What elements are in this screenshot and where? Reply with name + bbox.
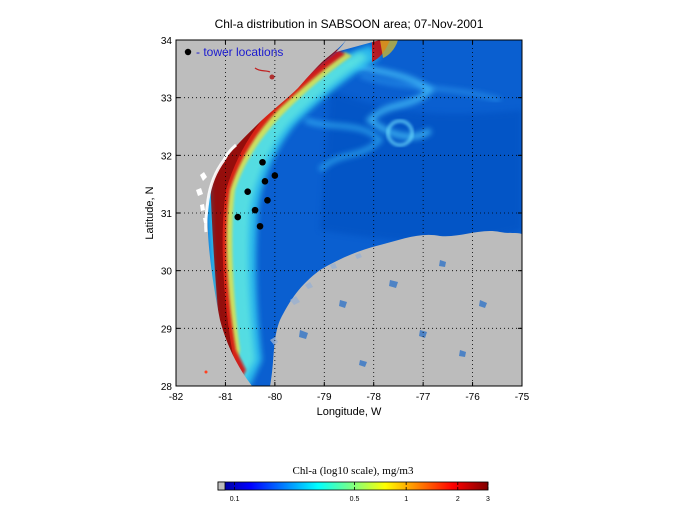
axis-ticks	[175, 39, 523, 387]
tower-marker	[251, 206, 259, 214]
y-tick-label: 28	[161, 382, 173, 393]
tower-marker	[264, 197, 271, 204]
colorbar-tick-label: 3	[486, 496, 490, 503]
y-tick-label: 34	[161, 36, 173, 47]
x-tick-label: -75	[515, 392, 530, 403]
colorbar-tick-label: 0.5	[350, 496, 360, 503]
tower-marker	[261, 177, 269, 185]
colorbar-tick-label: 1	[404, 496, 408, 503]
colorbar-nodata-swatch	[217, 481, 226, 491]
tower-marker	[271, 172, 279, 179]
y-tick-label: 33	[161, 94, 173, 105]
y-tick-label: 32	[161, 151, 173, 162]
tower-marker	[256, 222, 264, 230]
colorbar-tick-label: 0.1	[230, 496, 240, 503]
y-tick-labels: 28 29 30 31 32 33 34	[161, 36, 173, 393]
tower-marker	[234, 213, 242, 221]
y-tick-label: 31	[161, 209, 173, 220]
legend-tower-marker	[184, 48, 192, 56]
x-tick-label: -77	[416, 392, 431, 403]
no-data-area	[270, 231, 522, 386]
x-tick-label: -76	[465, 392, 480, 403]
x-tick-label: -82	[169, 392, 184, 403]
colorbar-tick-label: 2	[456, 496, 460, 503]
map-gridlines	[176, 40, 522, 386]
colorbar-title: Chl-a (log10 scale), mg/m3	[293, 465, 414, 477]
tower-marker	[259, 158, 266, 166]
x-tick-label: -80	[268, 392, 283, 403]
x-tick-labels: -82 -81 -80 -79 -78 -77 -76 -75	[169, 392, 530, 403]
y-tick-label: 30	[161, 267, 173, 278]
legend-label: - tower locations	[196, 45, 283, 59]
colorbar-ticks: 0.1 0.5 1 2 3	[230, 482, 490, 503]
y-tick-label: 29	[161, 324, 173, 335]
tower-marker	[244, 188, 251, 195]
y-axis-label: Latitude, N	[144, 186, 156, 239]
x-tick-label: -81	[218, 392, 233, 403]
land-area	[176, 40, 346, 386]
x-tick-label: -78	[366, 392, 381, 403]
x-tick-label: -79	[317, 392, 332, 403]
map-title: Chl-a distribution in SABSOON area; 07-N…	[215, 17, 484, 31]
colorbar	[217, 481, 489, 491]
x-axis-label: Longitude, W	[317, 406, 382, 418]
tower-markers	[234, 158, 279, 230]
